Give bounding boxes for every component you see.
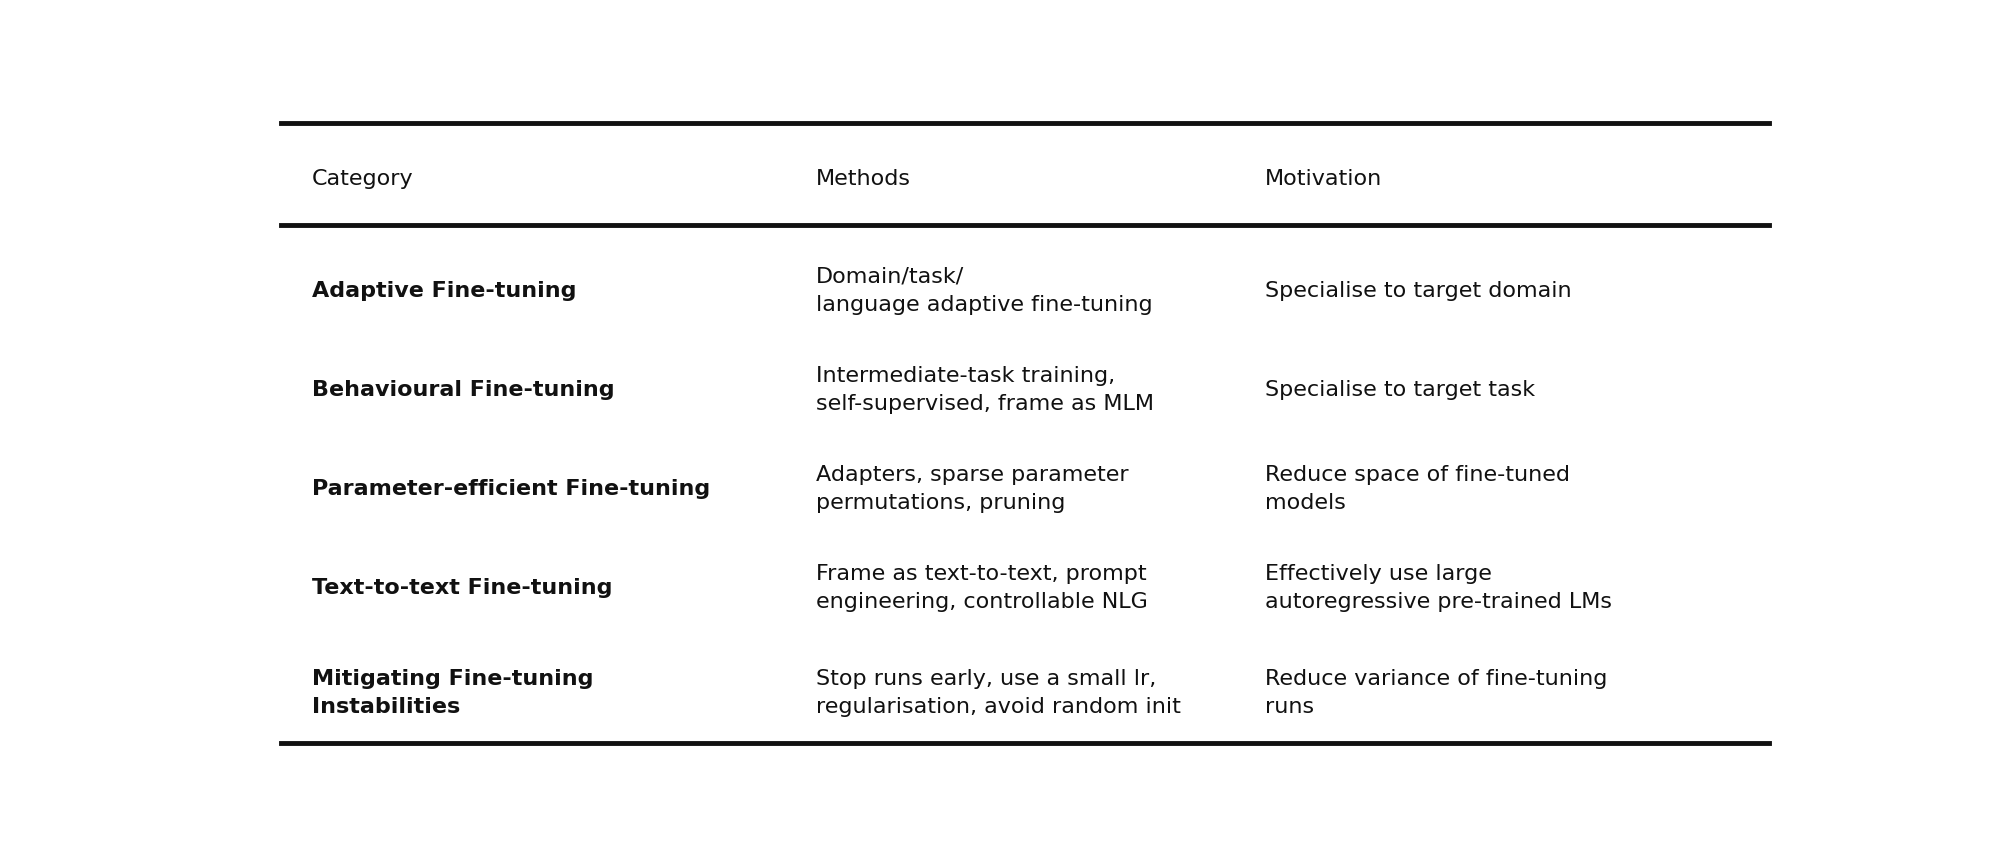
Text: Reduce space of fine-tuned
models: Reduce space of fine-tuned models <box>1266 464 1570 512</box>
Text: Specialise to target domain: Specialise to target domain <box>1266 281 1572 301</box>
Text: Methods: Methods <box>816 169 910 189</box>
Text: Adaptive Fine-tuning: Adaptive Fine-tuning <box>312 281 576 301</box>
Text: Mitigating Fine-tuning
Instabilities: Mitigating Fine-tuning Instabilities <box>312 669 594 717</box>
Text: Category: Category <box>312 169 414 189</box>
Text: Adapters, sparse parameter
permutations, pruning: Adapters, sparse parameter permutations,… <box>816 464 1128 512</box>
Text: Behavioural Fine-tuning: Behavioural Fine-tuning <box>312 380 614 400</box>
Text: Frame as text-to-text, prompt
engineering, controllable NLG: Frame as text-to-text, prompt engineerin… <box>816 564 1148 612</box>
Text: Specialise to target task: Specialise to target task <box>1266 380 1536 400</box>
Text: Effectively use large
autoregressive pre-trained LMs: Effectively use large autoregressive pre… <box>1266 564 1612 612</box>
Text: Parameter-efficient Fine-tuning: Parameter-efficient Fine-tuning <box>312 479 710 499</box>
Text: Stop runs early, use a small lr,
regularisation, avoid random init: Stop runs early, use a small lr, regular… <box>816 669 1180 717</box>
Text: Text-to-text Fine-tuning: Text-to-text Fine-tuning <box>312 578 612 598</box>
Text: Motivation: Motivation <box>1266 169 1382 189</box>
Text: Intermediate-task training,
self-supervised, frame as MLM: Intermediate-task training, self-supervi… <box>816 366 1154 414</box>
Text: Domain/task/
language adaptive fine-tuning: Domain/task/ language adaptive fine-tuni… <box>816 267 1152 315</box>
Text: Reduce variance of fine-tuning
runs: Reduce variance of fine-tuning runs <box>1266 669 1608 717</box>
